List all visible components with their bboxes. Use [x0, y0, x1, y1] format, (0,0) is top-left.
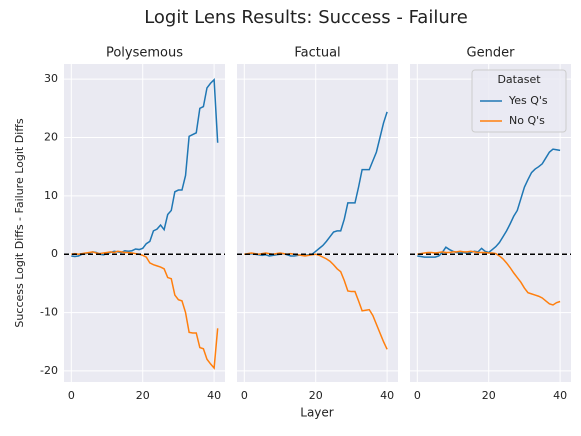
y-tick-label: 10 — [44, 189, 58, 202]
panel-title: Gender — [467, 46, 516, 61]
legend-label: Yes Q's — [508, 94, 548, 107]
x-tick-label: 20 — [136, 389, 150, 402]
x-tick-label: 40 — [553, 389, 567, 402]
legend-title: Dataset — [497, 73, 541, 86]
y-tick-label: -10 — [40, 306, 58, 319]
plot-background — [64, 64, 225, 382]
panel-title: Polysemous — [106, 46, 183, 61]
x-tick-label: 0 — [414, 389, 421, 402]
series-line — [244, 111, 388, 257]
figure-title: Logit Lens Results: Success - Failure — [144, 7, 468, 28]
panel-title: Factual — [294, 46, 340, 61]
plot-background — [237, 64, 398, 382]
x-tick-label: 40 — [207, 389, 221, 402]
y-tick-label: -20 — [40, 364, 58, 377]
x-tick-label: 20 — [482, 389, 496, 402]
legend-label: No Q's — [509, 114, 545, 127]
x-tick-label: 40 — [380, 389, 394, 402]
series-line — [244, 252, 388, 350]
x-tick-label: 0 — [68, 389, 75, 402]
legend-box — [471, 69, 567, 133]
x-tick-label: 20 — [309, 389, 323, 402]
legend: Dataset Yes Q's No Q's — [471, 69, 567, 133]
series-line — [417, 250, 561, 306]
x-tick-label: 0 — [241, 389, 248, 402]
y-tick-label: 30 — [44, 72, 58, 85]
y-tick-label: 20 — [44, 131, 58, 144]
series-line — [71, 250, 219, 370]
x-axis-label: Layer — [300, 406, 334, 420]
y-tick-label: 0 — [51, 247, 58, 260]
y-axis-label: Success Logit Diffs - Failure Logit Diff… — [13, 118, 26, 327]
